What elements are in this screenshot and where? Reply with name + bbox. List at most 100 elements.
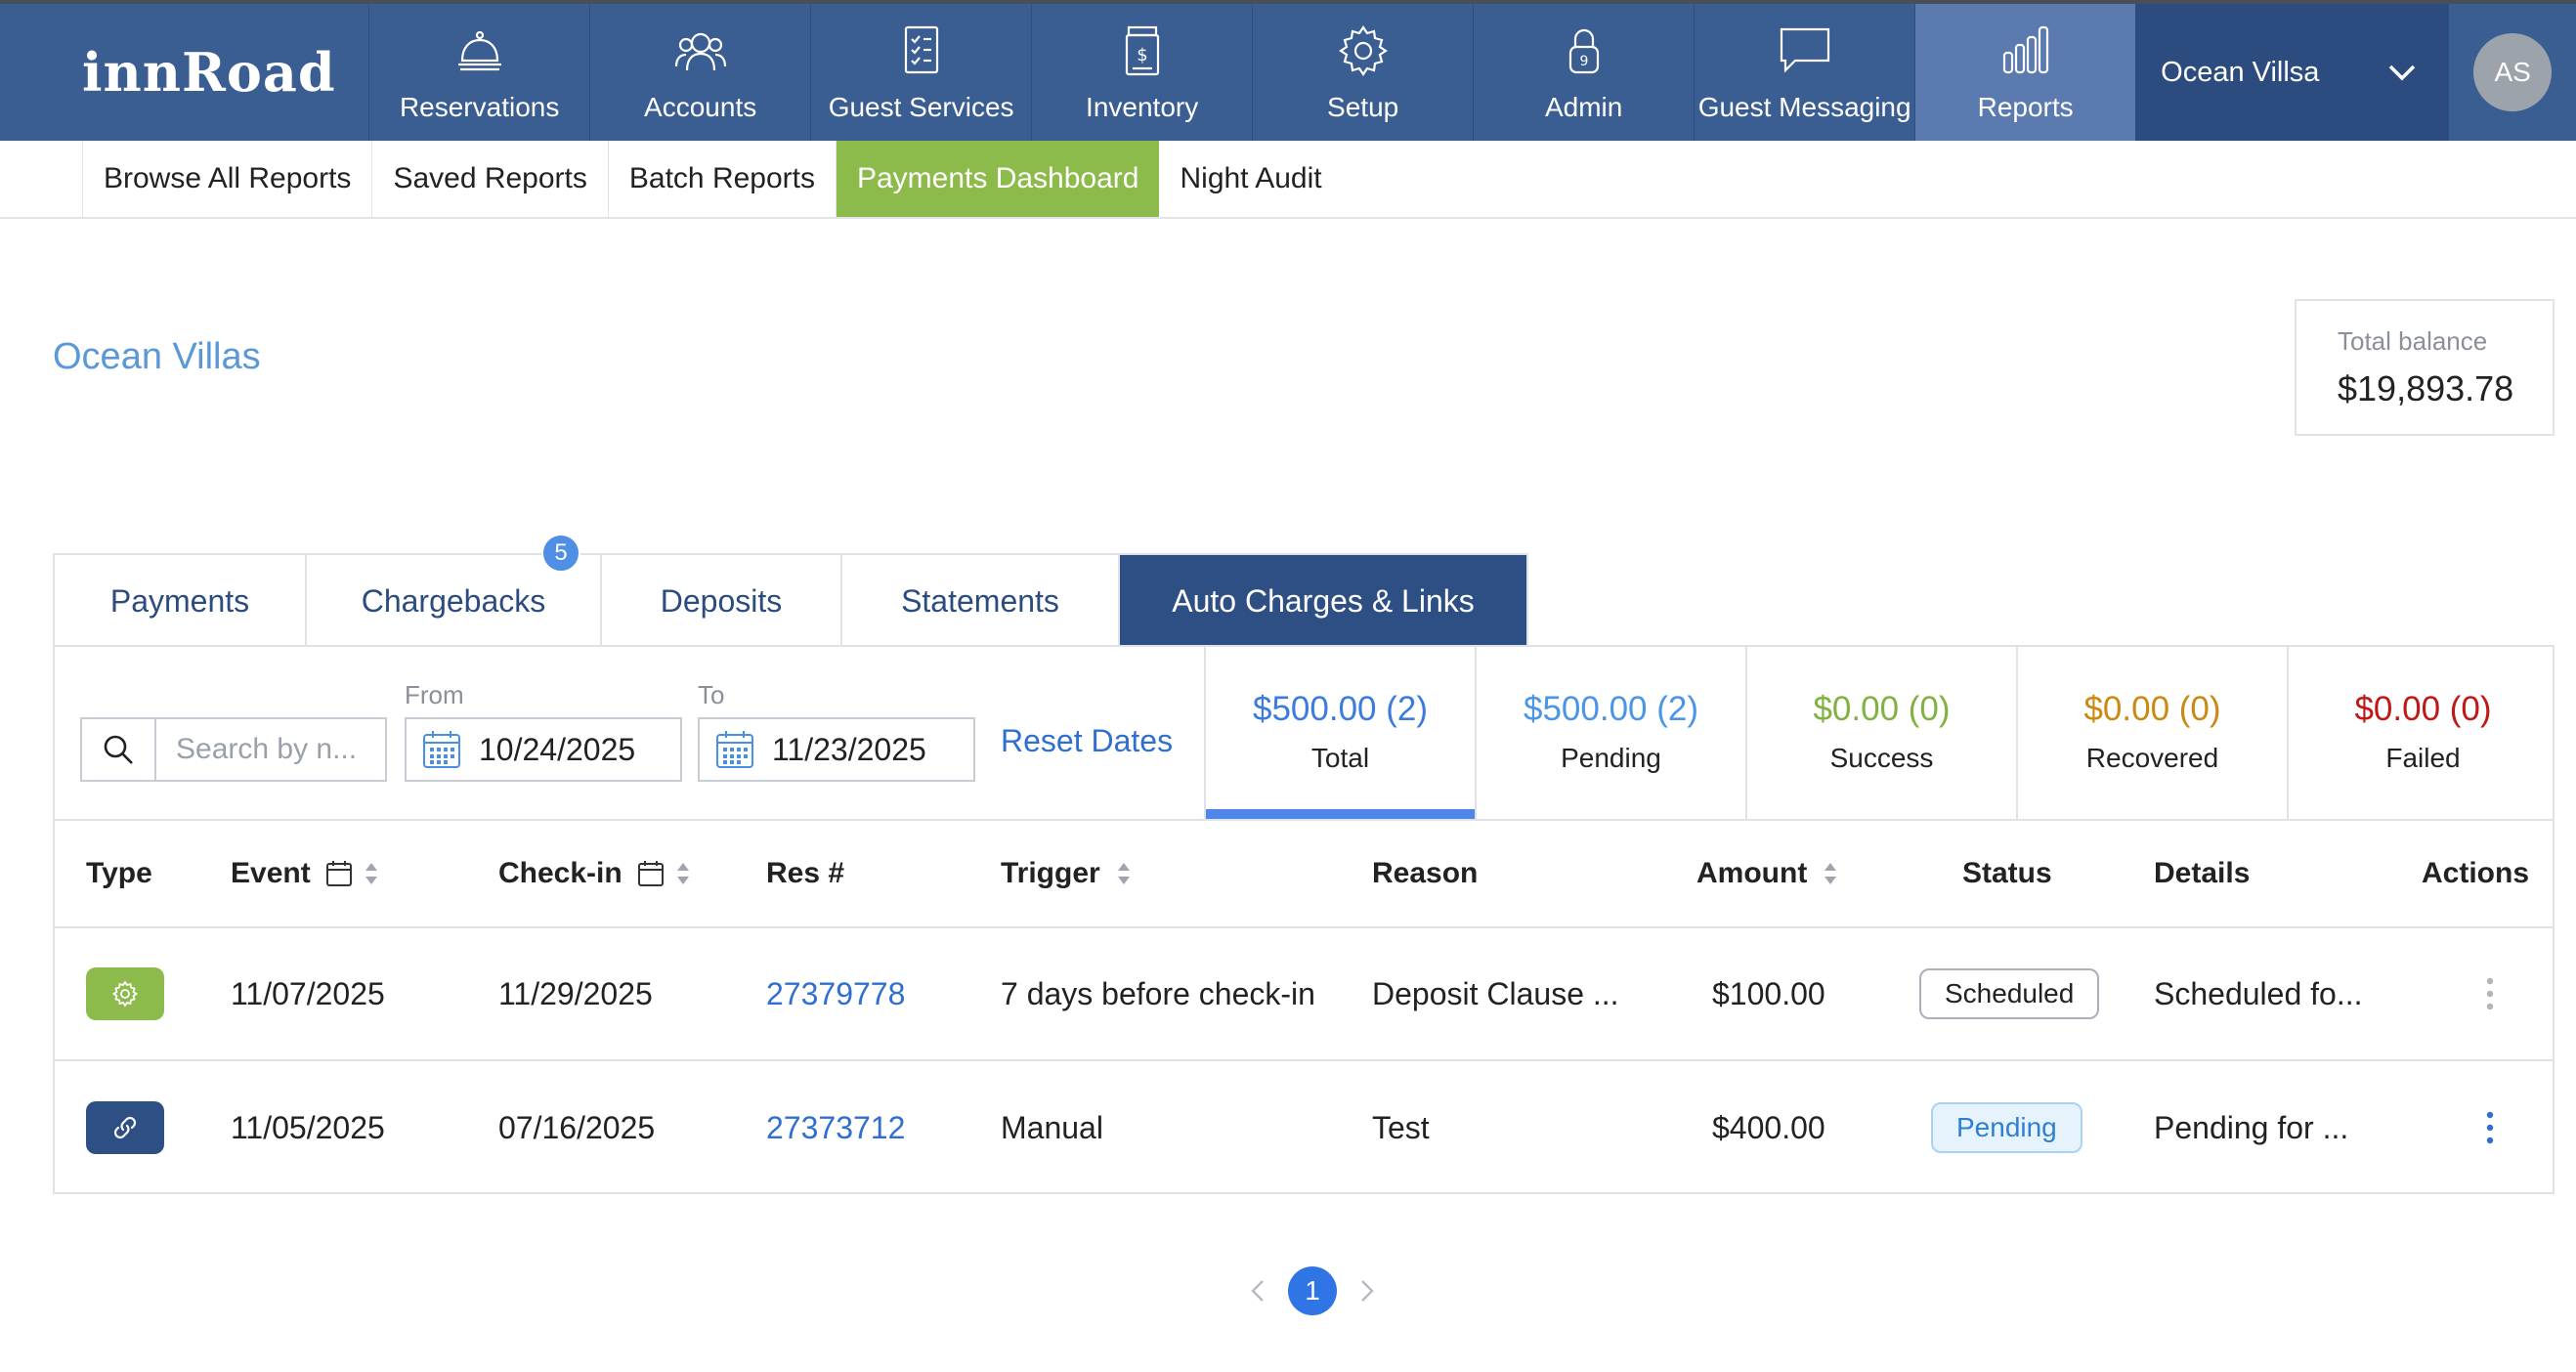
nav-reservations[interactable]: Reservations bbox=[368, 4, 589, 141]
nav-label: Inventory bbox=[1086, 92, 1199, 122]
tab-auto-charges-links[interactable]: Auto Charges & Links bbox=[1120, 555, 1526, 647]
from-date-label: From bbox=[405, 680, 464, 709]
nav-inventory[interactable]: $ Inventory bbox=[1031, 4, 1252, 141]
previous-page-button[interactable] bbox=[1241, 1274, 1274, 1308]
summary-label: Failed bbox=[2385, 743, 2461, 773]
lock-icon: 9 bbox=[1568, 28, 1599, 74]
summary-amount: $0.00 (0) bbox=[1813, 690, 1951, 728]
subnav-night-audit[interactable]: Night Audit bbox=[1180, 162, 1322, 194]
gear-icon bbox=[1338, 25, 1388, 76]
bar-chart-icon bbox=[2002, 25, 2048, 74]
column-header-actions: Actions bbox=[2422, 857, 2530, 889]
summary-amount: $500.00 (2) bbox=[1523, 690, 1699, 728]
column-header-event[interactable]: Event bbox=[231, 857, 389, 890]
user-menu: AS bbox=[2449, 4, 2576, 141]
from-date-value: 10/24/2025 bbox=[479, 731, 636, 767]
inventory-icon: $ bbox=[1125, 25, 1159, 76]
summary-label: Total bbox=[1310, 743, 1370, 773]
chevron-down-icon bbox=[2389, 64, 2416, 81]
sort-icon[interactable] bbox=[1114, 859, 1134, 888]
to-date-picker[interactable]: 11/23/2025 bbox=[698, 717, 975, 782]
next-page-button[interactable] bbox=[1351, 1274, 1384, 1308]
sort-icon[interactable] bbox=[1821, 859, 1840, 888]
reports-subnav: Browse All Reports Saved Reports Batch R… bbox=[0, 141, 2576, 219]
nav-setup[interactable]: Setup bbox=[1252, 4, 1473, 141]
payment-link-type-badge bbox=[86, 1101, 164, 1154]
reservation-link[interactable]: 27379778 bbox=[766, 975, 906, 1011]
subnav-payments-dashboard[interactable]: Payments Dashboard bbox=[835, 141, 1160, 217]
summary-pending[interactable]: $500.00 (2) Pending bbox=[1475, 647, 1745, 819]
status-badge: Pending bbox=[1931, 1102, 2082, 1153]
column-header-type: Type bbox=[86, 857, 152, 889]
column-header-trigger[interactable]: Trigger bbox=[1001, 857, 1141, 890]
chat-icon bbox=[1780, 27, 1829, 73]
chargebacks-count-badge: 5 bbox=[541, 534, 580, 573]
checkin-date: 11/29/2025 bbox=[498, 975, 653, 1011]
trigger-text: Manual bbox=[1001, 1109, 1103, 1145]
total-balance-label: Total balance bbox=[2338, 326, 2488, 356]
main-nav: Reservations Accounts Guest Services $ I… bbox=[368, 4, 2136, 141]
users-icon bbox=[674, 32, 726, 71]
gear-icon bbox=[111, 980, 139, 1008]
summary-total[interactable]: $500.00 (2) Total bbox=[1204, 647, 1475, 819]
sort-icon[interactable] bbox=[673, 859, 693, 888]
nav-label: Setup bbox=[1327, 92, 1399, 122]
tab-statements[interactable]: Statements bbox=[842, 555, 1120, 647]
reservation-link[interactable]: 27373712 bbox=[766, 1109, 906, 1145]
calendar-icon bbox=[423, 731, 460, 768]
search-icon bbox=[104, 735, 133, 764]
summary-amount: $0.00 (0) bbox=[2354, 690, 2492, 728]
tab-chargebacks[interactable]: Chargebacks 5 bbox=[307, 534, 602, 647]
nav-admin[interactable]: 9 Admin bbox=[1473, 4, 1694, 141]
tab-deposits[interactable]: Deposits bbox=[602, 555, 842, 647]
filter-bar: From 10/24/2025 To 11/23/2025 Reset Date… bbox=[55, 647, 1204, 819]
nav-guest-messaging[interactable]: Guest Messaging bbox=[1694, 4, 1914, 141]
summary-label: Success bbox=[1829, 743, 1934, 773]
search-button[interactable] bbox=[82, 719, 156, 780]
nav-label: Reports bbox=[1977, 92, 2074, 122]
event-date: 11/05/2025 bbox=[231, 1109, 385, 1145]
auto-charges-panel: From 10/24/2025 To 11/23/2025 Reset Date… bbox=[53, 645, 2555, 1194]
summary-label: Pending bbox=[1561, 743, 1661, 773]
dashboard-tabs: Payments Chargebacks 5 Deposits Statemen… bbox=[53, 534, 1528, 647]
column-header-checkin[interactable]: Check-in bbox=[498, 857, 701, 890]
checkin-date: 07/16/2025 bbox=[498, 1109, 656, 1145]
summary-amount: $500.00 (2) bbox=[1252, 690, 1429, 728]
details-text: Pending for ... bbox=[2154, 1109, 2349, 1145]
nav-guest-services[interactable]: Guest Services bbox=[810, 4, 1031, 141]
page-number-button[interactable]: 1 bbox=[1288, 1266, 1337, 1315]
page-title: Ocean Villas bbox=[53, 336, 261, 377]
nav-label: Accounts bbox=[644, 92, 757, 122]
to-date-label: To bbox=[698, 680, 725, 709]
reset-dates-link[interactable]: Reset Dates bbox=[1001, 723, 1174, 758]
from-date-picker[interactable]: 10/24/2025 bbox=[405, 717, 682, 782]
innroad-logo[interactable]: innRoad bbox=[82, 41, 336, 104]
kebab-menu-icon bbox=[2486, 1111, 2494, 1144]
nav-accounts[interactable]: Accounts bbox=[589, 4, 810, 141]
nav-reports[interactable]: Reports bbox=[1914, 4, 2136, 141]
reason-text: Test bbox=[1372, 1109, 1430, 1145]
summary-failed[interactable]: $0.00 (0) Failed bbox=[2287, 647, 2557, 819]
tab-label: Deposits bbox=[660, 582, 783, 619]
pagination: 1 bbox=[1241, 1266, 1384, 1315]
avatar[interactable]: AS bbox=[2473, 33, 2553, 111]
subnav-browse-all-reports[interactable]: Browse All Reports bbox=[82, 141, 371, 217]
sort-icon[interactable] bbox=[362, 859, 381, 888]
search-input[interactable] bbox=[156, 719, 385, 780]
row-actions-button[interactable] bbox=[2470, 1098, 2510, 1157]
tab-label: Statements bbox=[901, 582, 1059, 619]
type-cell bbox=[86, 1101, 164, 1154]
column-header-amount[interactable]: Amount bbox=[1696, 857, 1848, 890]
column-header-status: Status bbox=[1962, 857, 2052, 889]
property-selector[interactable]: Ocean Villsa bbox=[2135, 4, 2450, 141]
search-box bbox=[80, 717, 387, 782]
calendar-icon bbox=[325, 861, 352, 886]
subnav-saved-reports[interactable]: Saved Reports bbox=[371, 141, 607, 217]
summary-recovered[interactable]: $0.00 (0) Recovered bbox=[2016, 647, 2287, 819]
summary-success[interactable]: $0.00 (0) Success bbox=[1745, 647, 2016, 819]
tab-payments[interactable]: Payments bbox=[55, 555, 307, 647]
actions-cell bbox=[2470, 965, 2510, 1023]
row-actions-button[interactable] bbox=[2470, 965, 2510, 1023]
tab-label: Payments bbox=[109, 582, 250, 619]
subnav-batch-reports[interactable]: Batch Reports bbox=[607, 141, 836, 217]
